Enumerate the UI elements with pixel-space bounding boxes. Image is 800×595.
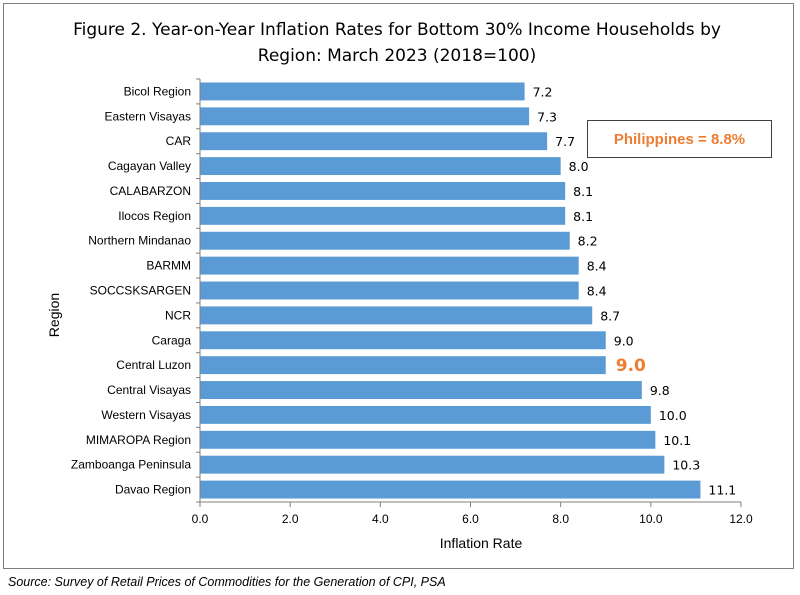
value-label-calabarzon: 8.1 <box>573 184 593 199</box>
labels-group: Bicol Region 7.2 Eastern Visayas 7.3 CAR 7.7 C… <box>71 84 736 497</box>
value-label-davao-region: 11.1 <box>708 483 736 498</box>
category-label-central-visayas: Central Visayas <box>107 383 191 397</box>
value-label-central-visayas: 9.8 <box>650 383 670 398</box>
value-label-mimaropa-region: 10.1 <box>663 433 691 448</box>
category-label-northern-mindanao: Northern Mindanao <box>88 234 191 248</box>
category-label-mimaropa-region: MIMAROPA Region <box>86 433 191 447</box>
value-label-ncr: 8.7 <box>600 308 620 323</box>
value-label-barmm: 8.4 <box>587 259 607 274</box>
bar-central-visayas <box>200 381 642 399</box>
x-tick-label: 12.0 <box>729 512 753 526</box>
bar-bicol-region <box>200 82 525 101</box>
national-average-callout: Philippines = 8.8% <box>587 120 772 158</box>
chart-title-line-1: Figure 2. Year-on-Year Inflation Rates f… <box>73 20 721 40</box>
category-label-car: CAR <box>166 134 192 148</box>
bar-calabarzon <box>200 182 566 200</box>
bar-soccsksargen <box>200 281 579 300</box>
chart-title: Figure 2. Year-on-Year Inflation Rates f… <box>0 17 794 69</box>
bar-car <box>200 132 548 151</box>
bar-western-visayas <box>200 405 651 424</box>
bar-cagayan-valley <box>200 157 561 176</box>
x-tick-label: 0.0 <box>192 512 209 526</box>
bar-caraga <box>200 331 606 350</box>
value-label-bicol-region: 7.2 <box>533 84 553 99</box>
category-label-eastern-visayas: Eastern Visayas <box>105 109 192 123</box>
chart-title-line-2: Region: March 2023 (2018=100) <box>257 46 537 66</box>
value-label-cagayan-valley: 8.0 <box>569 159 589 174</box>
category-label-bicol-region: Bicol Region <box>124 84 191 98</box>
category-label-barmm: BARMM <box>146 259 191 273</box>
x-axis-title: Inflation Rate <box>440 535 523 551</box>
category-label-calabarzon: CALABARZON <box>110 184 191 198</box>
category-label-soccsksargen: SOCCSKSARGEN <box>90 284 191 298</box>
bar-zamboanga-peninsula <box>200 455 665 474</box>
category-label-caraga: Caraga <box>152 333 192 347</box>
category-label-cagayan-valley: Cagayan Valley <box>108 159 191 173</box>
value-label-car: 7.7 <box>555 134 575 149</box>
category-label-ilocos-region: Ilocos Region <box>118 209 191 223</box>
bars-group <box>200 82 701 499</box>
x-tick-label: 4.0 <box>372 512 389 526</box>
x-tick-label: 2.0 <box>282 512 299 526</box>
bar-ilocos-region <box>200 206 566 225</box>
bar-davao-region <box>200 480 701 499</box>
value-label-zamboanga-peninsula: 10.3 <box>672 458 700 473</box>
value-label-western-visayas: 10.0 <box>659 408 687 423</box>
value-label-northern-mindanao: 8.2 <box>578 234 598 249</box>
bar-central-luzon <box>200 356 606 375</box>
callout-text: Philippines = 8.8% <box>613 130 746 148</box>
value-label-central-luzon: 9.0 <box>616 356 646 376</box>
x-tick-label: 8.0 <box>552 512 569 526</box>
bar-ncr <box>200 306 593 325</box>
axes-group: 0.0 2.0 4.0 6.0 8.0 10.0 12.0 <box>192 78 753 526</box>
category-label-western-visayas: Western Visayas <box>101 408 191 422</box>
x-tick-label: 6.0 <box>462 512 479 526</box>
bar-mimaropa-region <box>200 430 656 449</box>
category-label-ncr: NCR <box>165 308 191 322</box>
source-note: Source: Survey of Retail Prices of Commo… <box>8 575 446 589</box>
bar-eastern-visayas <box>200 107 530 126</box>
bar-northern-mindanao <box>200 231 570 250</box>
value-label-eastern-visayas: 7.3 <box>537 109 557 124</box>
value-label-soccsksargen: 8.4 <box>587 284 607 299</box>
value-label-ilocos-region: 8.1 <box>573 209 593 224</box>
category-label-zamboanga-peninsula: Zamboanga Peninsula <box>71 458 191 472</box>
category-label-davao-region: Davao Region <box>115 483 191 497</box>
category-label-central-luzon: Central Luzon <box>116 358 191 372</box>
y-axis-title: Region <box>46 293 62 337</box>
x-tick-label: 10.0 <box>639 512 663 526</box>
bar-barmm <box>200 256 579 275</box>
value-label-caraga: 9.0 <box>614 333 634 348</box>
